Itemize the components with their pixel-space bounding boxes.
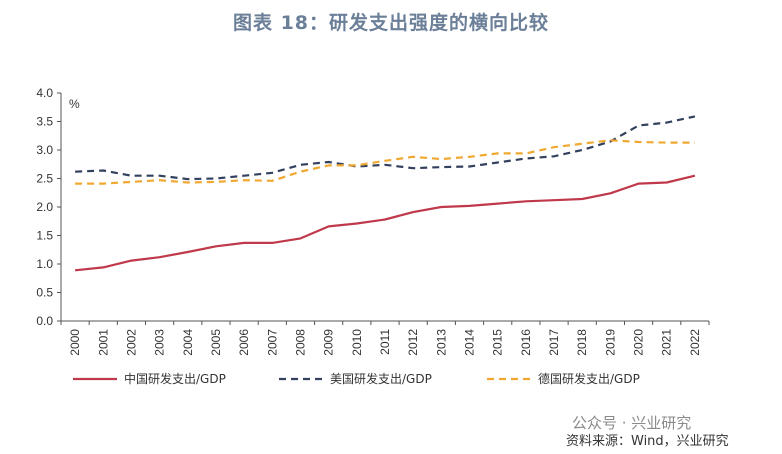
legend-label: 美国研发支出/GDP (330, 371, 432, 386)
y-tick-label: 0.5 (36, 286, 53, 300)
x-tick-label: 2010 (350, 329, 364, 356)
x-tick-label: 2000 (68, 329, 82, 356)
x-tick-label: 2004 (181, 329, 195, 356)
series-line-3 (75, 139, 695, 185)
x-tick-label: 2008 (293, 329, 307, 356)
x-tick-label: 2007 (265, 329, 279, 356)
x-tick-label: 2022 (688, 329, 702, 356)
x-tick-label: 2014 (463, 329, 477, 356)
x-tick-label: 2015 (491, 329, 505, 356)
series-lines (74, 115, 696, 272)
x-tick-label: 2013 (434, 329, 448, 356)
y-tick-label: 3.5 (36, 115, 53, 129)
x-tick-label: 2005 (209, 329, 223, 356)
x-tick-label: 2006 (237, 329, 251, 356)
x-tick-label: 2012 (406, 329, 420, 356)
x-tick-label: 2009 (322, 329, 336, 356)
watermark: 公众号 · 兴业研究 (572, 414, 692, 432)
axes: 0.0 0.5 1.0 1.5 2.0 2.5 3.0 3.5 4.0% 2000 2001 2002… (36, 86, 710, 356)
x-tick-label: 2016 (519, 329, 533, 356)
x-tick-label: 2020 (632, 329, 646, 356)
series-line-2 (75, 115, 696, 181)
x-tick-label: 2011 (378, 329, 392, 355)
y-tick-label: 2.0 (36, 200, 53, 214)
x-tick-label: 2002 (124, 329, 138, 356)
y-tick-label: 0.0 (36, 314, 53, 328)
source-note: 资料来源：Wind，兴业研究 (566, 434, 729, 449)
legend-label: 德国研发支出/GDP (538, 371, 640, 386)
y-tick-label: 1.0 (36, 257, 53, 271)
legend-label: 中国研发支出/GDP (124, 371, 226, 386)
x-tick-label: 2017 (547, 329, 561, 356)
x-tick-label: 2019 (603, 329, 617, 356)
y-tick-label: 2.5 (36, 172, 53, 186)
x-tick-label: 2021 (660, 329, 674, 356)
x-tick-label: 2018 (575, 329, 589, 356)
y-tick-label: 3.0 (36, 143, 53, 157)
y-tick-label: 4.0 (36, 86, 53, 100)
y-tick-label: 1.5 (36, 229, 53, 243)
x-tick-label: 2003 (153, 329, 167, 356)
legend: 中国研发支出/GDP 美国研发支出/GDP 德国研发支出/GDP (73, 371, 640, 386)
chart-title: 图表 18：研发支出强度的横向比较 (232, 12, 550, 34)
x-tick-label: 2001 (96, 329, 110, 356)
unit-label: % (69, 97, 80, 111)
series-line-1 (74, 174, 696, 272)
